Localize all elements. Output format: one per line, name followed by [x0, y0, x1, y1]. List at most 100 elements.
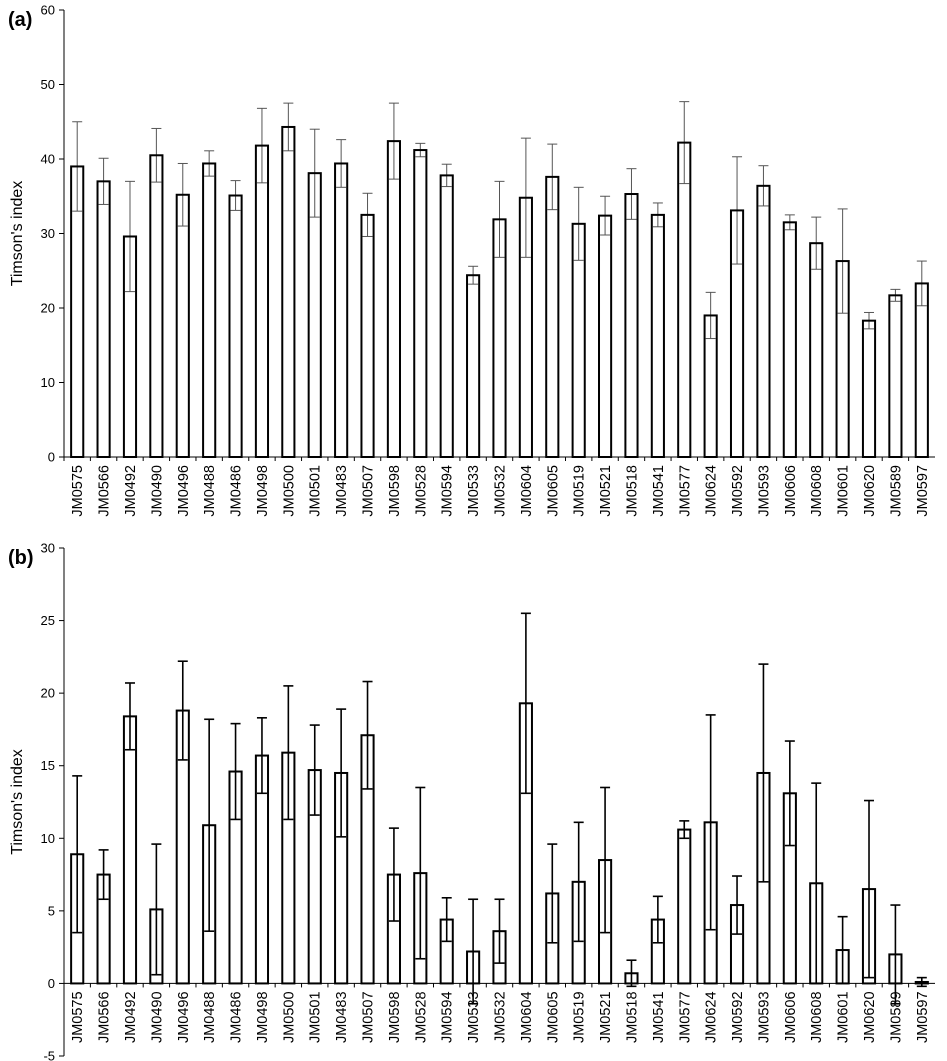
- x-tick-label: JM0488: [202, 465, 218, 517]
- bar: [888, 953, 903, 985]
- bar: [861, 319, 877, 459]
- bar: [545, 175, 560, 458]
- bar: [228, 770, 243, 985]
- y-tick-label: 25: [41, 613, 55, 628]
- y-tick-label: 30: [41, 541, 55, 556]
- x-tick-label: JM0498: [255, 465, 271, 517]
- y-axis-label: Timson's index: [9, 181, 26, 287]
- bar: [624, 193, 639, 458]
- x-tick-label: JM0518: [624, 991, 640, 1043]
- x-tick-label: JM0608: [809, 465, 825, 517]
- bar: [492, 930, 507, 985]
- x-tick-label: JM0598: [387, 991, 403, 1043]
- bar: [809, 242, 824, 458]
- x-tick-label: JM0533: [466, 465, 482, 517]
- y-tick-label: 60: [41, 3, 55, 18]
- bar: [677, 828, 692, 985]
- y-tick-label: 15: [41, 758, 55, 773]
- bar: [729, 209, 745, 458]
- bar: [122, 235, 138, 458]
- x-tick-label: JM0483: [334, 991, 350, 1043]
- bar: [466, 274, 481, 458]
- bar: [650, 918, 665, 985]
- bar: [545, 892, 560, 985]
- x-tick-label: JM0533: [466, 991, 482, 1043]
- bar: [307, 172, 322, 458]
- x-tick-label: JM0589: [888, 991, 904, 1043]
- bar: [624, 972, 639, 985]
- x-tick-label: JM0608: [809, 991, 825, 1043]
- bar: [492, 218, 507, 458]
- x-tick-label: JM0597: [915, 465, 931, 517]
- bar: [254, 754, 270, 985]
- x-tick-label: JM0575: [70, 465, 86, 517]
- bar: [782, 221, 797, 458]
- x-tick-label: JM0601: [836, 991, 852, 1043]
- bar: [122, 715, 138, 985]
- y-tick-label: 40: [41, 152, 55, 167]
- bar: [598, 859, 613, 985]
- bar: [703, 314, 718, 459]
- x-tick-label: JM0620: [862, 465, 878, 517]
- bar: [281, 751, 296, 985]
- x-tick-label: JM0521: [598, 991, 614, 1043]
- x-tick-label: JM0593: [756, 991, 772, 1043]
- x-tick-label: JM0606: [783, 991, 799, 1043]
- bar: [756, 771, 771, 985]
- x-tick-label: JM0507: [361, 465, 377, 517]
- x-tick-label: JM0521: [598, 465, 614, 517]
- bar: [413, 872, 428, 985]
- x-tick-label: JM0605: [545, 991, 561, 1043]
- x-tick-label: JM0594: [440, 991, 456, 1043]
- panel-b-chart: (b) Timson's index -5 0 5 10 15 20 25 30 JM0575 JM0…: [8, 541, 935, 1061]
- x-tick-label: JM0492: [123, 465, 139, 517]
- bar: [439, 174, 454, 458]
- x-tick-label: JM0490: [149, 991, 165, 1043]
- bar: [756, 184, 771, 458]
- x-tick-label: JM0528: [413, 991, 429, 1043]
- x-tick-label: JM0532: [493, 465, 509, 517]
- x-tick-label: JM0486: [229, 465, 245, 517]
- x-tick-label: JM0541: [651, 991, 667, 1043]
- x-tick-label: JM0589: [888, 465, 904, 517]
- bar: [914, 980, 929, 985]
- x-tick-label: JM0500: [281, 991, 297, 1043]
- x-tick-label: JM0486: [229, 991, 245, 1043]
- bar: [360, 213, 375, 458]
- bar: [149, 154, 164, 458]
- bar: [809, 882, 824, 985]
- x-tick-label: JM0488: [202, 991, 218, 1043]
- y-tick-label: 0: [48, 976, 55, 991]
- bar: [861, 888, 877, 985]
- x-tick-label: JM0594: [440, 465, 456, 517]
- bar: [703, 821, 718, 985]
- bar: [598, 214, 613, 458]
- y-axis-label: Timson's index: [9, 749, 26, 855]
- bar: [175, 193, 190, 458]
- x-tick-label: JM0597: [915, 991, 931, 1043]
- bar: [96, 180, 111, 458]
- x-tick-label: JM0577: [677, 465, 693, 517]
- bar: [571, 222, 586, 458]
- x-tick-label: JM0490: [149, 465, 165, 517]
- bar: [281, 125, 296, 458]
- x-tick-label: JM0598: [387, 465, 403, 517]
- x-tick-label: JM0566: [97, 991, 113, 1043]
- x-tick-label: JM0498: [255, 991, 271, 1043]
- bar: [334, 771, 349, 985]
- x-tick-label: JM0496: [176, 465, 192, 517]
- y-tick-label: 20: [41, 686, 55, 701]
- x-tick-label: JM0501: [308, 991, 324, 1043]
- x-tick-label: JM0501: [308, 465, 324, 517]
- bar: [888, 294, 903, 458]
- x-tick-label: JM0496: [176, 991, 192, 1043]
- bar: [70, 165, 85, 458]
- x-tick-label: JM0606: [783, 465, 799, 517]
- y-tick-label: 5: [48, 903, 55, 918]
- x-tick-label: JM0518: [624, 465, 640, 517]
- x-tick-label: JM0593: [756, 465, 772, 517]
- x-tick-label: JM0604: [519, 991, 535, 1043]
- x-tick-label: JM0532: [493, 991, 509, 1043]
- x-tick-label: JM0592: [730, 465, 746, 517]
